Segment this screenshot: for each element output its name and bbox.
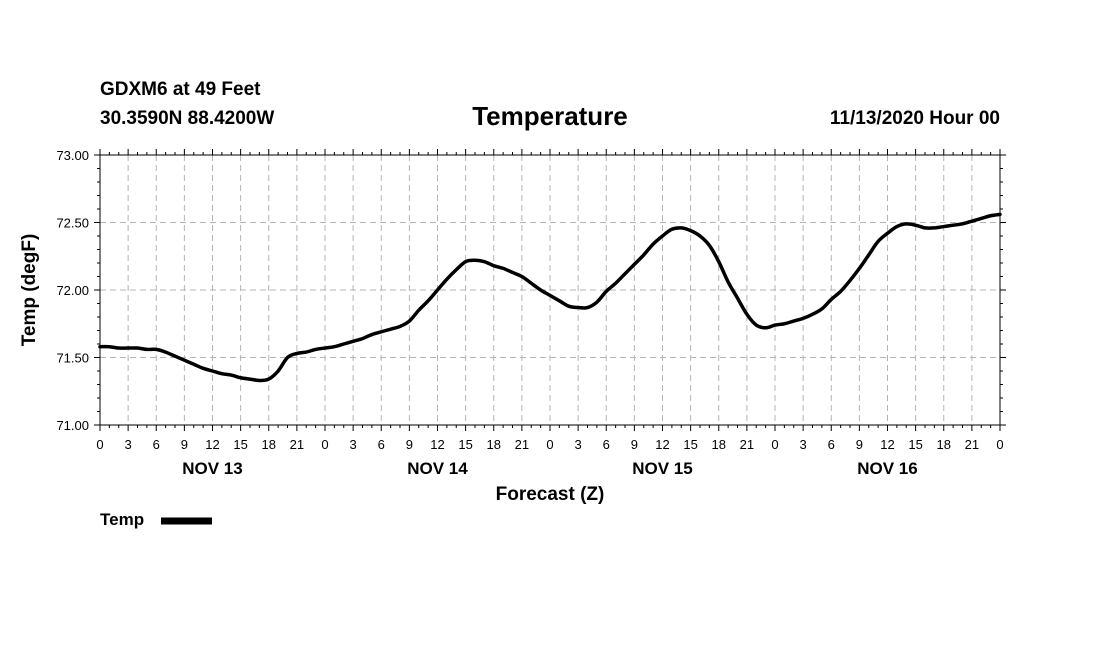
x-tick-label: 9 <box>856 437 863 452</box>
x-tick-label: 6 <box>828 437 835 452</box>
plot-frame <box>99 154 1001 426</box>
x-tick-label: 18 <box>262 437 276 452</box>
x-tick-label: 0 <box>321 437 328 452</box>
x-tick-label: 3 <box>350 437 357 452</box>
x-tick-label: 18 <box>937 437 951 452</box>
x-tick-labels: 0 3 6 9 12 15 18 21 0 3 6 9 12 15 18 21 0 3 6 9 12 15 18 21 0 3 6 9… <box>96 437 1003 452</box>
x-tick-label: 9 <box>181 437 188 452</box>
x-tick-label: 21 <box>515 437 529 452</box>
x-tick-label: 21 <box>290 437 304 452</box>
x-tick-label: 15 <box>233 437 247 452</box>
x-tick-label: 0 <box>96 437 103 452</box>
grid-lines <box>100 155 1000 425</box>
day-label: NOV 14 <box>407 459 468 478</box>
run-timestamp: 11/13/2020 Hour 00 <box>830 108 1000 129</box>
station-label: GDXM6 at 49 Feet <box>100 79 261 100</box>
x-tick-label: 3 <box>125 437 132 452</box>
day-label: NOV 15 <box>632 459 692 478</box>
y-tick-labels: 71.00 71.50 72.00 72.50 73.00 <box>56 148 89 433</box>
x-tick-label: 15 <box>908 437 922 452</box>
x-tick-label: 12 <box>430 437 444 452</box>
day-label: NOV 16 <box>857 459 917 478</box>
x-tick-label: 15 <box>683 437 697 452</box>
x-tick-label: 6 <box>378 437 385 452</box>
y-tick-label: 71.00 <box>56 418 89 433</box>
x-tick-label: 12 <box>205 437 219 452</box>
x-tick-label: 6 <box>153 437 160 452</box>
x-axis-label: Forecast (Z) <box>496 484 605 505</box>
x-tick-label: 18 <box>712 437 726 452</box>
y-tick-label: 72.00 <box>56 283 89 298</box>
x-tick-label: 0 <box>771 437 778 452</box>
station-coords: 30.3590N 88.4200W <box>100 108 274 129</box>
x-tick-label: 3 <box>800 437 807 452</box>
x-tick-label: 15 <box>458 437 472 452</box>
y-tick-label: 73.00 <box>56 148 89 163</box>
legend: Temp <box>100 510 212 529</box>
x-tick-label: 0 <box>996 437 1003 452</box>
y-axis-label: Temp (degF) <box>19 234 40 347</box>
x-tick-label: 0 <box>546 437 553 452</box>
day-labels: NOV 13 NOV 14 NOV 15 NOV 16 <box>182 459 917 478</box>
x-tick-label: 9 <box>406 437 413 452</box>
x-tick-label: 9 <box>631 437 638 452</box>
x-tick-label: 12 <box>655 437 669 452</box>
x-tick-label: 12 <box>880 437 894 452</box>
day-label: NOV 13 <box>182 459 242 478</box>
temp-series-line <box>98 212 1002 383</box>
legend-label: Temp <box>100 510 144 529</box>
x-tick-label: 21 <box>740 437 754 452</box>
x-tick-label: 21 <box>965 437 979 452</box>
chart-title: Temperature <box>472 101 628 131</box>
x-tick-label: 3 <box>575 437 582 452</box>
x-tick-label: 18 <box>487 437 501 452</box>
y-tick-label: 72.50 <box>56 216 89 231</box>
x-tick-label: 6 <box>603 437 610 452</box>
y-tick-label: 71.50 <box>56 351 89 366</box>
